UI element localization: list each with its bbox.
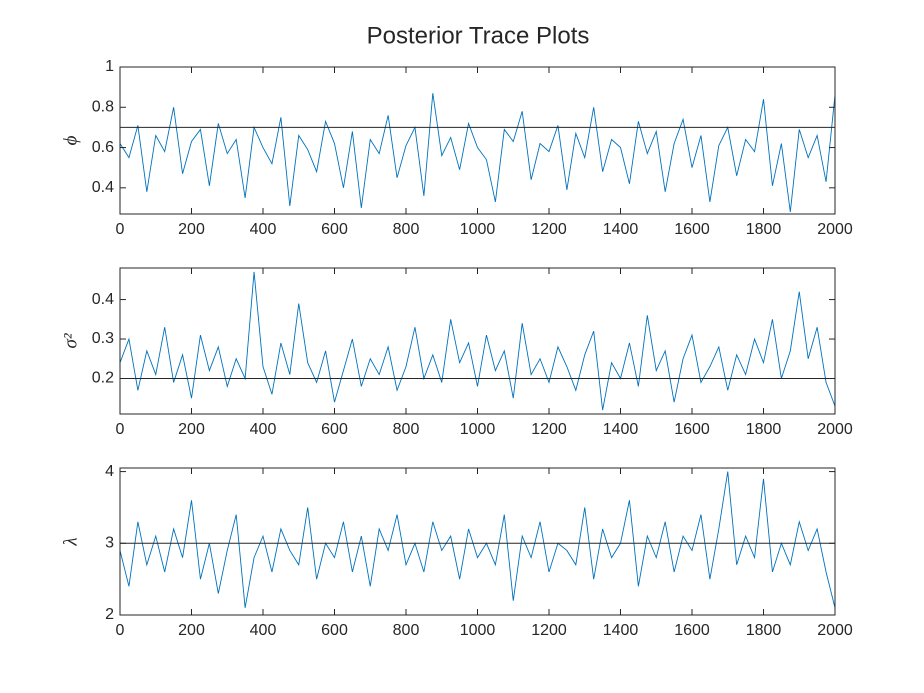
x-tick-label: 1400 [603, 622, 639, 639]
x-tick-label: 1200 [531, 421, 567, 438]
trace-line [119, 271, 836, 411]
x-tick-label: 200 [178, 221, 205, 238]
y-tick-label: 0.2 [92, 370, 114, 387]
y-tick-label: 3 [105, 535, 114, 552]
x-tick-label: 600 [321, 421, 348, 438]
y-tick-label: 0.6 [92, 139, 114, 156]
y-tick-label: 0.4 [92, 179, 114, 196]
x-tick-label: 2000 [817, 221, 853, 238]
x-tick-label: 600 [321, 221, 348, 238]
y-tick-label: 2 [105, 606, 114, 623]
x-tick-label: 1000 [460, 421, 496, 438]
y-tick-label: 0.3 [92, 330, 114, 347]
x-tick-label: 200 [178, 421, 205, 438]
axes-box [119, 267, 836, 415]
y-tick-label: 0.8 [92, 98, 114, 115]
x-tick-label: 0 [116, 622, 125, 639]
y-tick-label: 1 [105, 58, 114, 75]
x-tick-label: 600 [321, 622, 348, 639]
trace-line [119, 471, 836, 608]
chart-title: Posterior Trace Plots [367, 22, 590, 49]
x-tick-label: 1400 [603, 421, 639, 438]
axes-box [119, 66, 836, 215]
y-axis-label: ϕ [60, 135, 81, 145]
x-tick-label: 0 [116, 421, 125, 438]
x-tick-label: 1800 [746, 221, 782, 238]
y-tick-label: 4 [105, 463, 114, 480]
x-tick-label: 800 [393, 622, 420, 639]
x-tick-label: 800 [393, 221, 420, 238]
x-tick-label: 2000 [817, 622, 853, 639]
x-tick-label: 1000 [460, 622, 496, 639]
x-tick-label: 200 [178, 622, 205, 639]
trace-line [119, 93, 836, 213]
x-tick-label: 400 [250, 221, 277, 238]
x-tick-label: 400 [250, 622, 277, 639]
x-tick-label: 1600 [674, 421, 710, 438]
x-tick-label: 1200 [531, 221, 567, 238]
x-tick-label: 1800 [746, 622, 782, 639]
x-tick-label: 400 [250, 421, 277, 438]
x-tick-label: 1200 [531, 622, 567, 639]
x-tick-label: 1000 [460, 221, 496, 238]
y-tick-label: 0.4 [92, 291, 114, 308]
x-tick-label: 1600 [674, 221, 710, 238]
x-tick-label: 1600 [674, 622, 710, 639]
x-tick-label: 0 [116, 221, 125, 238]
y-axis-label: λ [60, 537, 81, 546]
x-tick-label: 1400 [603, 221, 639, 238]
x-tick-label: 800 [393, 421, 420, 438]
x-tick-label: 2000 [817, 421, 853, 438]
axes-box [119, 467, 836, 616]
y-axis-label: σ² [60, 333, 81, 348]
x-tick-label: 1800 [746, 421, 782, 438]
